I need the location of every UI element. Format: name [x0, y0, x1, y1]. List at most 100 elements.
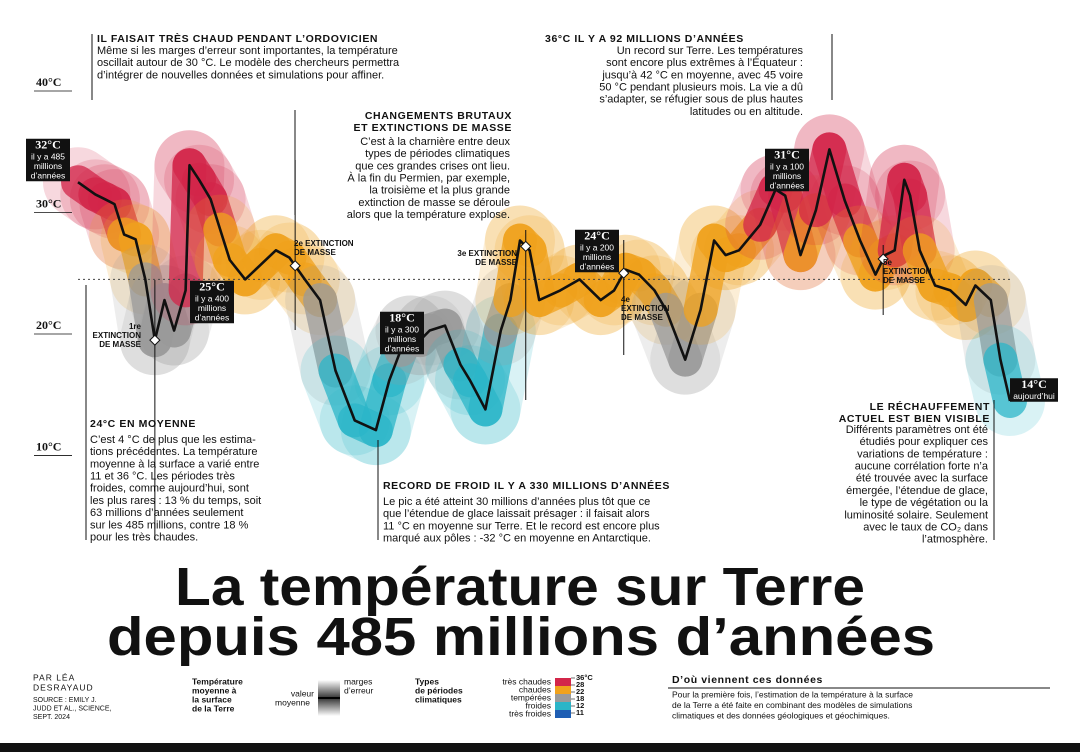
- annotation-text: jusqu’à 42 °C en moyenne, avec 45 voire: [601, 69, 803, 81]
- legend-swatch: [555, 710, 571, 718]
- legend-threshold: 28: [576, 680, 584, 689]
- extinction-marker: [877, 253, 889, 265]
- extinction-label: EXTINCTION: [621, 304, 670, 313]
- callout-text: il y a 300: [385, 325, 419, 335]
- callout-text: d’années: [770, 181, 805, 191]
- annotation-text: oscillait autour de 30 °C. Le modèle des…: [97, 57, 400, 69]
- bottom-rule: [0, 743, 1080, 752]
- source: SEPT. 2024: [33, 714, 70, 721]
- extinction-label: DE MASSE: [883, 276, 925, 285]
- extinction-marker: [520, 240, 532, 253]
- callout-text: millions: [34, 161, 62, 171]
- legend-title: Température: [192, 676, 243, 686]
- annotation-title: 24°C EN MOYENNE: [90, 418, 196, 430]
- legend-swatch: [555, 702, 571, 710]
- legend-title: la surface: [192, 694, 232, 704]
- annotation-text: le type de végétation ou la: [860, 497, 989, 509]
- annotation-text: Le pic a été atteint 30 millions d’année…: [383, 496, 650, 508]
- annotation-text: les plus rares : 13 % du temps, soit: [90, 495, 261, 507]
- legend-label: valeur: [291, 688, 314, 698]
- data-source-text: Pour la première fois, l’estimation de l…: [672, 689, 913, 699]
- y-tick-label: 10°C: [36, 439, 61, 453]
- extinction-label: 5e: [883, 258, 892, 267]
- extinction-label: EXTINCTION: [883, 267, 932, 276]
- legend-label: chaudes: [519, 684, 551, 694]
- legend-threshold: 22: [576, 687, 584, 696]
- annotation-text: étudiés pour expliquer ces: [860, 436, 989, 448]
- annotation-text: C’est à la charnière entre deux: [360, 136, 510, 148]
- annotation-text: variations de température :: [857, 448, 988, 460]
- extinction-marker: [149, 334, 161, 346]
- annotation-text: l’atmosphère.: [922, 534, 988, 546]
- callout-box: [26, 138, 70, 182]
- extinction-marker: [618, 267, 630, 279]
- annotation-text: que l’étendue de glace laissait présager…: [383, 508, 650, 520]
- annotation-title: LE RÉCHAUFFEMENT: [870, 400, 990, 413]
- callout-text: 31°C: [774, 148, 799, 162]
- annotation-text: luminosité solaire. Seulement: [844, 509, 988, 521]
- callout-box: [765, 148, 809, 192]
- chart-title: La température sur Terre: [175, 557, 865, 617]
- annotation-text: 11 et 36 °C. Les périodes très: [90, 471, 235, 483]
- data-source-text: de la Terre a été faite en combinant des…: [672, 700, 912, 710]
- annotation-title: RECORD DE FROID IL Y A 330 MILLIONS D’AN…: [383, 479, 670, 492]
- annotation-text: la troisième et la plus grande: [369, 185, 510, 197]
- callout-box: [190, 280, 234, 324]
- legend-label: très froides: [509, 708, 551, 718]
- extinction-label: DE MASSE: [621, 313, 663, 322]
- annotation-title: ET EXTINCTIONS DE MASSE: [354, 122, 512, 134]
- annotation-text: types de périodes climatiques: [365, 148, 510, 160]
- byline: PAR LÉA: [33, 672, 75, 682]
- annotation-text: aucune corrélation forte n’a: [855, 461, 989, 473]
- legend-swatch: [555, 694, 571, 702]
- callout-text: 32°C: [35, 138, 60, 152]
- annotation-text: s’adapter, se réfugier sous de plus haut…: [599, 94, 803, 106]
- legend-label: d’erreur: [344, 685, 373, 695]
- annotation-title: CHANGEMENTS BRUTAUX: [365, 110, 512, 122]
- callout-text: il y a 100: [770, 162, 804, 172]
- annotation-title: IL FAISAIT TRÈS CHAUD PENDANT L’ORDOVICI…: [97, 32, 378, 45]
- annotation-text: latitudes ou en altitude.: [690, 106, 803, 118]
- callout-text: 14°C: [1021, 377, 1046, 391]
- extinction-label: 2e EXTINCTION: [294, 239, 354, 248]
- source: SOURCE : EMILY J.: [33, 697, 97, 704]
- callout-text: il y a 200: [580, 243, 614, 253]
- annotation-title: 36°C IL Y A 92 MILLIONS D’ANNÉES: [545, 32, 744, 45]
- annotation-text: extinction de masse se déroule: [358, 197, 510, 209]
- y-tick-label: 20°C: [36, 318, 61, 332]
- callout-text: d’années: [385, 344, 420, 354]
- callout-text: 18°C: [389, 311, 414, 325]
- source: JUDD ET AL., SCIENCE,: [33, 705, 112, 712]
- annotation-text: sur les 485 millions, contre 18 %: [90, 519, 249, 531]
- legend-label: froides: [525, 700, 551, 710]
- annotation-text: pour les très chaudes.: [90, 532, 198, 544]
- callout-box: [575, 229, 619, 273]
- callout-text: d’années: [31, 171, 66, 181]
- extinction-label: 4e: [621, 295, 630, 304]
- legend-title: de périodes: [415, 685, 463, 695]
- legend-title: de la Terre: [192, 703, 235, 713]
- legend-threshold: 36°C: [576, 673, 593, 682]
- chart-title: depuis 485 millions d’années: [107, 607, 935, 667]
- callout-text: millions: [773, 171, 801, 181]
- annotation-text: émergée, l’étendue de glace,: [846, 485, 988, 497]
- annotation-text: moyenne à la surface a varié entre: [90, 458, 259, 470]
- extinction-label: DE MASSE: [294, 248, 336, 257]
- callout-text: millions: [583, 252, 611, 262]
- annotation-text: que ces grandes crises ont lieu.: [355, 160, 510, 172]
- extinction-label: 1re: [129, 322, 142, 331]
- legend-label: moyenne: [275, 697, 310, 707]
- callout-text: 24°C: [584, 229, 609, 243]
- annotation-text: Différents paramètres ont été: [846, 424, 988, 436]
- legend-label: marges: [344, 676, 372, 686]
- legend-threshold: 11: [576, 708, 584, 717]
- annotation-text: À la fin du Permien, par exemple,: [347, 172, 510, 185]
- annotation-text: avec le taux de CO₂ dans: [863, 522, 988, 534]
- legend-title: climatiques: [415, 694, 462, 704]
- extinction-label: 3e EXTINCTION: [457, 249, 517, 258]
- callout-text: aujourd’hui: [1013, 391, 1055, 401]
- callout-box: [1010, 378, 1058, 402]
